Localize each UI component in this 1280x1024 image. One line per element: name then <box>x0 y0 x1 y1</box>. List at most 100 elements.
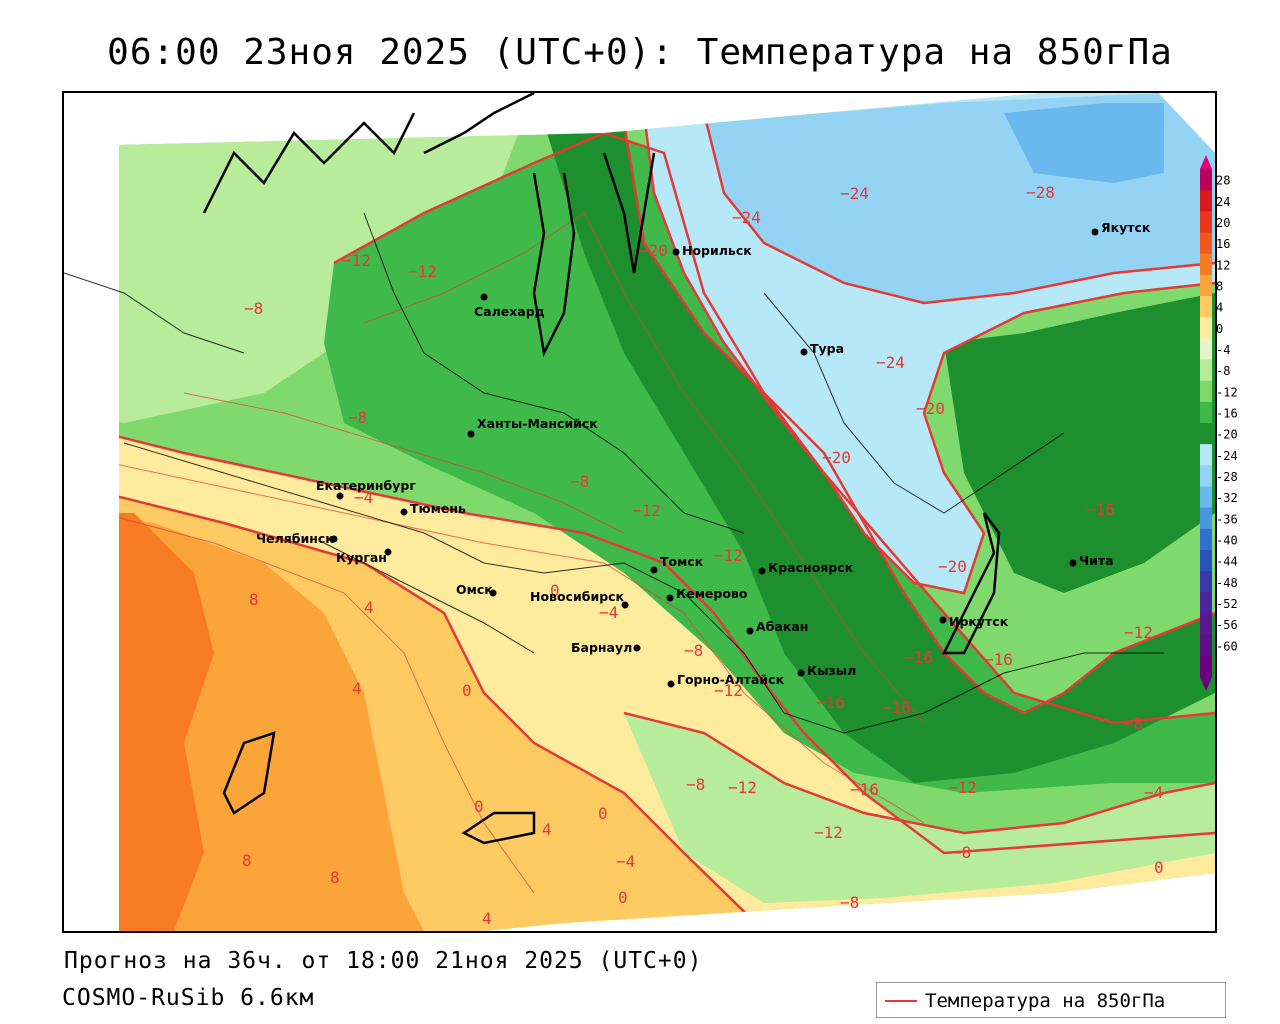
model-name: COSMO-RuSib 6.6км <box>62 985 315 1011</box>
city-novosibirsk: Новосибирск <box>530 589 629 609</box>
temperature-map[interactable]: −12 −12 −8 −8 −4 −8 −12 −12 −20 −24 −24 … <box>62 91 1217 933</box>
colorbar-tick-label: 8 <box>1216 279 1223 293</box>
colorbar-segment <box>1200 232 1212 255</box>
svg-text:−16: −16 <box>1086 500 1115 519</box>
colorbar-tick-label: 28 <box>1216 174 1230 188</box>
svg-text:Чита: Чита <box>1079 553 1114 568</box>
map-title: 06:00 23ноя 2025 (UTC+0): Температура на… <box>107 32 1173 73</box>
isotherms <box>119 112 1215 931</box>
svg-text:−12: −12 <box>814 823 843 842</box>
city-tomsk: Томск <box>650 554 704 574</box>
svg-text:−20: −20 <box>639 241 668 260</box>
colorbar-segment <box>1200 253 1212 276</box>
colorbar-segment <box>1200 444 1212 466</box>
svg-text:8: 8 <box>242 851 252 870</box>
svg-text:0: 0 <box>598 804 608 823</box>
city-tyumen: Тюмень <box>400 501 466 516</box>
colorbar-top-arrow <box>1200 155 1212 169</box>
cities: Норильск Якутск Салехард Тура Ханты-Манс… <box>256 220 1151 688</box>
city-irkutsk: Иркутск <box>939 614 1009 629</box>
svg-text:−8: −8 <box>570 472 589 491</box>
svg-text:−20: −20 <box>916 399 945 418</box>
svg-text:Ханты-Мансийск: Ханты-Мансийск <box>477 416 598 431</box>
colorbar-segment <box>1200 169 1212 191</box>
svg-text:−8: −8 <box>840 893 859 912</box>
colorbar-segment <box>1200 190 1212 212</box>
colorbar-tick-label: 0 <box>1216 322 1223 336</box>
colorbar-bottom-arrow <box>1200 677 1212 691</box>
svg-text:−24: −24 <box>732 208 761 227</box>
city-omsk: Омск <box>456 582 497 597</box>
colorbar-tick-label: -8 <box>1216 364 1230 378</box>
colorbar-tick-label: -28 <box>1216 470 1238 484</box>
svg-text:−16: −16 <box>904 648 933 667</box>
svg-text:−12: −12 <box>408 262 437 281</box>
svg-text:0: 0 <box>474 797 484 816</box>
svg-text:4: 4 <box>352 679 362 698</box>
svg-text:Абакан: Абакан <box>756 619 808 634</box>
svg-text:8: 8 <box>249 590 259 609</box>
colorbar-segment <box>1200 338 1212 360</box>
colorbar-tick-label: -52 <box>1216 597 1238 611</box>
svg-text:Тура: Тура <box>810 341 844 356</box>
legend-label: Температура на 850гПа <box>925 990 1166 1012</box>
city-yakutsk: Якутск <box>1091 220 1151 236</box>
svg-text:Горно-Алтайск: Горно-Алтайск <box>677 672 785 687</box>
colorbar-segment <box>1200 380 1212 403</box>
city-chelyabinsk: Челябинск <box>256 531 338 546</box>
svg-text:Новосибирск: Новосибирск <box>530 589 625 604</box>
city-krasnoyarsk: Красноярск <box>758 560 854 575</box>
svg-text:Кызыл: Кызыл <box>807 663 856 678</box>
city-norilsk: Норильск <box>672 243 752 258</box>
colorbar-tick-label: -16 <box>1216 406 1238 420</box>
colorbar-segment <box>1200 507 1212 530</box>
colorbar-segment <box>1200 550 1212 572</box>
colorbar-tick-label: -12 <box>1216 385 1238 399</box>
colorbar-segment <box>1200 296 1212 318</box>
colorbar-tick-label: -4 <box>1216 343 1230 357</box>
svg-text:Кемерово: Кемерово <box>676 586 748 601</box>
colorbar-segment <box>1200 423 1212 445</box>
colorbar-segment <box>1200 465 1212 487</box>
svg-text:4: 4 <box>482 909 492 928</box>
colorbar-segment <box>1200 401 1212 424</box>
colorbar-segment <box>1200 592 1212 614</box>
legend-line <box>885 1000 917 1002</box>
svg-text:4: 4 <box>364 598 374 617</box>
svg-text:0: 0 <box>462 681 472 700</box>
city-yekaterinburg: Екатеринбург <box>316 478 416 500</box>
colorbar-tick-label: 16 <box>1216 237 1230 251</box>
city-chita: Чита <box>1069 553 1114 568</box>
colorbar-tick-label: 24 <box>1216 195 1230 209</box>
colorbar-tick-label: 4 <box>1216 301 1223 315</box>
svg-text:−12: −12 <box>342 251 371 270</box>
colorbar-tick-label: 12 <box>1216 258 1230 272</box>
svg-text:−4: −4 <box>354 488 373 507</box>
svg-text:Якутск: Якутск <box>1101 220 1151 235</box>
svg-text:8: 8 <box>330 868 340 887</box>
city-tura: Тура <box>800 341 844 356</box>
colorbar-tick-label: -44 <box>1216 555 1238 569</box>
svg-text:−12: −12 <box>948 778 977 797</box>
colorbar-segment <box>1200 486 1212 509</box>
colorbar-segment <box>1200 211 1212 233</box>
colorbar-tick-label: -24 <box>1216 449 1238 463</box>
svg-text:−12: −12 <box>714 546 743 565</box>
svg-text:−12: −12 <box>714 681 743 700</box>
svg-text:−16: −16 <box>816 693 845 712</box>
city-barnaul: Барнаул <box>571 640 641 655</box>
colorbar-segment <box>1200 634 1212 657</box>
contour-labels: −12 −12 −8 −8 −4 −8 −12 −12 −20 −24 −24 … <box>242 183 1164 928</box>
svg-text:−8: −8 <box>952 843 971 862</box>
colorbar-tick-label: -40 <box>1216 533 1238 547</box>
svg-text:−8: −8 <box>686 775 705 794</box>
svg-text:4: 4 <box>542 820 552 839</box>
svg-text:−8: −8 <box>348 408 367 427</box>
colorbar-tick-label: -60 <box>1216 639 1238 653</box>
svg-text:Красноярск: Красноярск <box>768 560 854 575</box>
colorbar-tick-label: -32 <box>1216 491 1238 505</box>
svg-text:−8: −8 <box>1124 714 1143 733</box>
svg-text:Омск: Омск <box>456 582 493 597</box>
legend: Температура на 850гПа <box>876 982 1226 1018</box>
svg-text:0: 0 <box>550 581 560 600</box>
